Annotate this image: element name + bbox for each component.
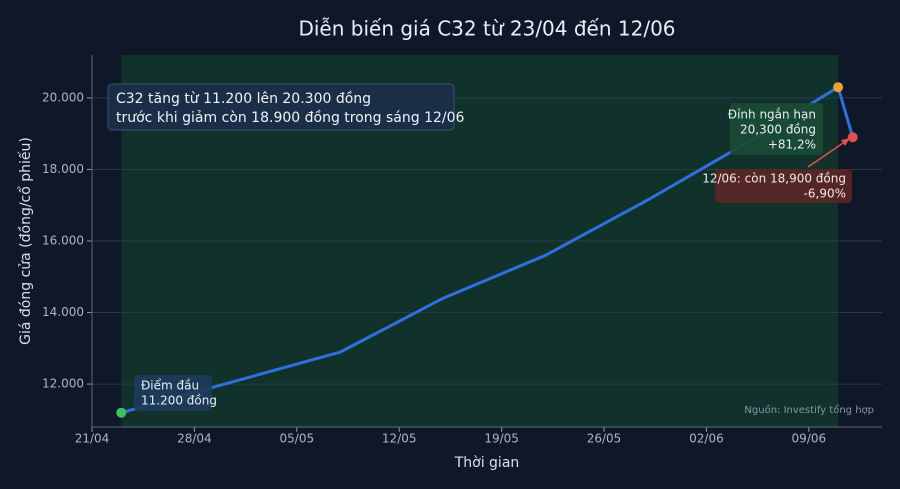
annotation-text: -6,90% <box>804 187 846 201</box>
annotation-text: 20,300 đồng <box>740 123 816 137</box>
y-axis-label: Giá đóng cửa (đồng/cổ phiếu) <box>17 137 34 345</box>
annotation-text: C32 tăng từ 11.200 lên 20.300 đồng <box>116 90 371 107</box>
y-tick-label: 20.000 <box>42 90 84 104</box>
x-tick-label: 19/05 <box>484 432 519 446</box>
source: Nguồn: Investify tổng hợp <box>744 403 874 416</box>
y-tick-label: 12.000 <box>42 377 84 391</box>
x-axis-label: Thời gian <box>454 455 520 471</box>
y-tick-label: 18.000 <box>42 162 84 176</box>
annotation-box <box>107 83 455 131</box>
annotation-text: 11.200 đồng <box>141 394 217 408</box>
annotation-text: 12/06: còn 18,900 đồng <box>702 172 846 186</box>
annotation-arrow <box>807 140 847 168</box>
arrow-head <box>841 138 850 146</box>
annotation-box <box>715 169 852 203</box>
x-tick-label: 12/05 <box>382 432 417 446</box>
x-tick-label: 05/05 <box>280 432 315 446</box>
chart-title: Diễn biến giá C32 từ 23/04 đến 12/06 <box>298 17 675 41</box>
line <box>120 85 855 415</box>
y-tick-label: 14.000 <box>42 305 84 319</box>
marker <box>116 407 127 418</box>
annotation-text: +81,2% <box>768 138 816 152</box>
annotation-box <box>134 375 212 411</box>
marker <box>847 132 858 143</box>
annotation-text: Đỉnh ngắn hạn <box>728 108 816 122</box>
x-tick-label: 26/05 <box>587 432 622 446</box>
x-tick-label: 09/06 <box>792 432 827 446</box>
x-tick-label: 21/04 <box>75 432 110 446</box>
x-tick-label: 02/06 <box>689 432 724 446</box>
y-tick-label: 16.000 <box>42 234 84 248</box>
annotation-box <box>730 103 823 155</box>
marker <box>833 82 844 93</box>
annotation-text: Điểm đầu <box>141 379 199 393</box>
x-tick-label: 28/04 <box>177 432 212 446</box>
annotation-text: trước khi giảm còn 18.900 đồng trong sán… <box>116 109 465 126</box>
